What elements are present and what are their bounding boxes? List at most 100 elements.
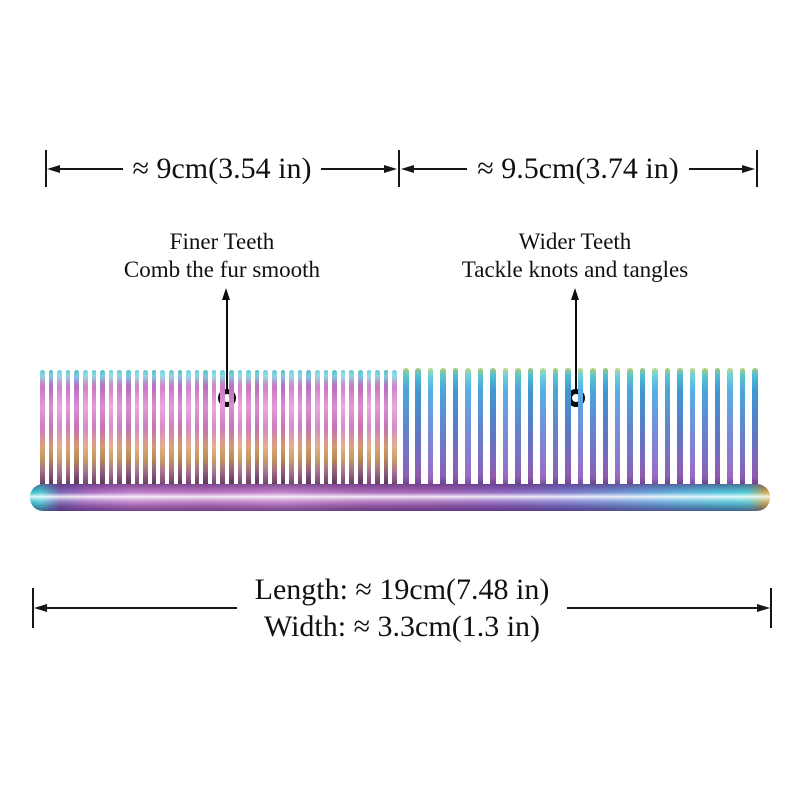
comb-tooth-wide: [677, 368, 683, 486]
comb-tooth-fine: [306, 370, 311, 486]
comb-tooth-fine: [40, 370, 45, 486]
comb-tooth-wide: [614, 368, 621, 486]
comb-tooth-fine: [254, 370, 260, 486]
comb-tooth-fine: [100, 370, 105, 486]
bottom-dimension-row: Length: ≈ 19cm(7.48 in) Width: ≈ 3.3cm(1…: [34, 570, 770, 646]
comb-tooth-fine: [108, 370, 114, 486]
comb-tooth-fine: [229, 370, 234, 486]
dimension-line: [60, 167, 123, 170]
dimension-span-right: ≈ 9.5cm(3.74 in): [401, 150, 755, 187]
comb-tooth-fine: [117, 370, 122, 486]
measurement-label-9cm: ≈ 9cm(3.54 in): [132, 151, 312, 185]
dimension-tick-right: [756, 150, 758, 187]
grooming-comb-image: [30, 366, 770, 512]
wider-teeth-title: Wider Teeth: [518, 229, 632, 254]
dimension-span-left: ≈ 9cm(3.54 in): [47, 150, 397, 187]
comb-tooth-fine: [134, 370, 140, 486]
comb-tooth-fine: [272, 370, 277, 486]
comb-tooth-fine: [323, 370, 329, 486]
comb-tooth-wide: [714, 368, 721, 486]
dimension-tick-middle: [398, 150, 400, 187]
comb-tooth-fine: [57, 370, 62, 486]
comb-tooth-wide: [427, 368, 434, 486]
arrowhead-left-icon: [34, 604, 47, 612]
comb-tooth-wide: [627, 368, 633, 486]
comb-tooth-wide: [552, 368, 559, 486]
comb-tooth-wide: [652, 368, 658, 486]
dimension-line: [47, 607, 237, 609]
comb-tooth-fine: [203, 370, 208, 486]
comb-tooth-wide: [739, 368, 746, 486]
length-label: Length: ≈ 19cm(7.48 in): [254, 573, 550, 606]
wider-callout-line: [575, 298, 577, 389]
wider-teeth-subtitle: Tackle knots and tangles: [461, 257, 689, 282]
comb-tooth-fine: [340, 370, 346, 486]
comb-tooth-fine: [48, 370, 54, 486]
comb-tooth-wide: [702, 368, 708, 486]
comb-tooth-wide: [727, 368, 733, 486]
comb-tooth-fine: [383, 370, 389, 486]
size-text-block: Length: ≈ 19cm(7.48 in) Width: ≈ 3.3cm(1…: [237, 571, 568, 645]
comb-tooth-fine: [366, 370, 372, 486]
comb-tooth-wide: [515, 368, 521, 486]
dimension-line: [414, 167, 468, 170]
comb-tooth-wide: [664, 368, 671, 486]
comb-tooth-fine: [246, 370, 251, 486]
comb-tooth-wide: [415, 368, 421, 486]
comb-tooth-fine: [297, 370, 303, 486]
finer-callout-line: [226, 298, 228, 389]
comb-tooth-wide: [565, 368, 571, 486]
finer-teeth-label: Finer Teeth Comb the fur smooth: [72, 228, 372, 284]
arrowhead-left-icon: [401, 164, 414, 173]
comb-tooth-fine: [237, 370, 243, 486]
comb-tooth-fine: [280, 370, 286, 486]
comb-tooth-wide: [465, 368, 471, 486]
arrowhead-right-icon: [757, 604, 770, 612]
comb-tooth-fine: [392, 370, 397, 486]
comb-tooth-fine: [151, 370, 157, 486]
comb-tooth-wide: [590, 368, 596, 486]
dimension-line: [567, 607, 757, 609]
comb-tooth-fine: [125, 370, 131, 486]
comb-tooth-fine: [74, 370, 79, 486]
comb-tooth-wide: [502, 368, 509, 486]
comb-tooth-wide: [540, 368, 546, 486]
comb-tooth-fine: [349, 370, 354, 486]
comb-tooth-fine: [375, 370, 380, 486]
wide-teeth-row: [403, 368, 758, 486]
arrowhead-right-icon: [742, 164, 755, 173]
comb-tooth-fine: [211, 370, 217, 486]
dimension-tick-left: [32, 588, 34, 628]
comb-tooth-wide: [602, 368, 608, 486]
finer-teeth-title: Finer Teeth: [169, 229, 275, 254]
comb-tooth-wide: [440, 368, 446, 486]
dimension-line: [321, 167, 384, 170]
comb-tooth-fine: [315, 370, 320, 486]
comb-tooth-fine: [332, 370, 337, 486]
comb-tooth-wide: [577, 368, 584, 486]
measurement-label-9-5cm: ≈ 9.5cm(3.74 in): [477, 151, 679, 185]
comb-tooth-wide: [490, 368, 496, 486]
top-dimension-line: ≈ 9cm(3.54 in) ≈ 9.5cm(3.74 in): [45, 150, 758, 187]
comb-tooth-wide: [752, 368, 758, 486]
comb-tooth-fine: [220, 370, 226, 486]
comb-tooth-fine: [82, 370, 88, 486]
fine-teeth-row: [40, 370, 397, 486]
comb-tooth-wide: [689, 368, 696, 486]
comb-tooth-fine: [194, 370, 200, 486]
comb-tooth-wide: [639, 368, 646, 486]
comb-tooth-fine: [65, 370, 71, 486]
comb-tooth-fine: [357, 370, 363, 486]
comb-tooth-fine: [177, 370, 183, 486]
width-label: Width: ≈ 3.3cm(1.3 in): [263, 610, 541, 643]
finer-teeth-subtitle: Comb the fur smooth: [123, 257, 321, 282]
arrowhead-up-icon: [222, 288, 230, 300]
comb-tooth-fine: [160, 370, 165, 486]
comb-tooth-wide: [452, 368, 459, 486]
dimension-tick-left: [45, 150, 47, 187]
comb-tooth-fine: [289, 370, 294, 486]
arrowhead-up-icon: [571, 288, 579, 300]
bottom-dimension-line: Length: ≈ 19cm(7.48 in) Width: ≈ 3.3cm(1…: [32, 570, 772, 646]
comb-tooth-fine: [91, 370, 97, 486]
comb-spine: [30, 484, 770, 511]
